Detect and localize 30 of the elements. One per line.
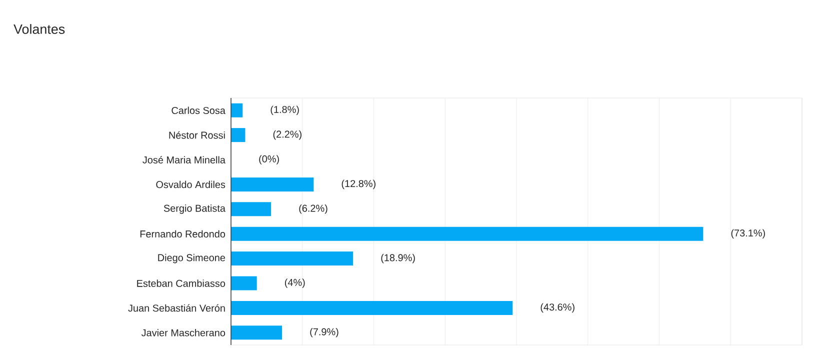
y-tick-label: Juan Sebastián Verón (128, 304, 225, 312)
data-label: (2.2%) (273, 130, 302, 140)
y-tick-label: Esteban Cambiasso (137, 280, 226, 287)
data-label: (6.2%) (299, 204, 328, 214)
y-tick-label: Sergio Batista (164, 204, 226, 214)
data-label: (4%) (284, 278, 305, 288)
text: Volantes (14, 24, 65, 34)
y-tick-label: Néstor Rossi (169, 131, 225, 139)
y-tick-label: Fernando Redondo (140, 230, 226, 238)
data-label: (43.6%) (540, 303, 574, 313)
data-label: (18.9%) (381, 254, 415, 264)
y-tick-label: Diego Simeone (158, 254, 226, 264)
bar (231, 103, 243, 118)
bar (231, 202, 272, 216)
data-label: (1.8%) (270, 106, 299, 115)
y-tick-label: José Maria Minella (142, 156, 226, 164)
data-label: (12.8%) (342, 180, 376, 190)
bar (231, 300, 513, 315)
bar (231, 276, 257, 290)
bar (231, 226, 704, 241)
data-label: (0%) (259, 155, 279, 164)
data-label: (73.1%) (731, 229, 765, 238)
bar (231, 326, 282, 340)
y-tick-label: Osvaldo Ardiles (156, 180, 226, 188)
y-tick-label: Carlos Sosa (172, 106, 226, 114)
bar (231, 177, 314, 192)
bar (231, 252, 354, 266)
bar (231, 128, 246, 142)
y-tick-label: Javier Mascherano (141, 328, 226, 336)
data-label: (7.9%) (310, 328, 338, 338)
